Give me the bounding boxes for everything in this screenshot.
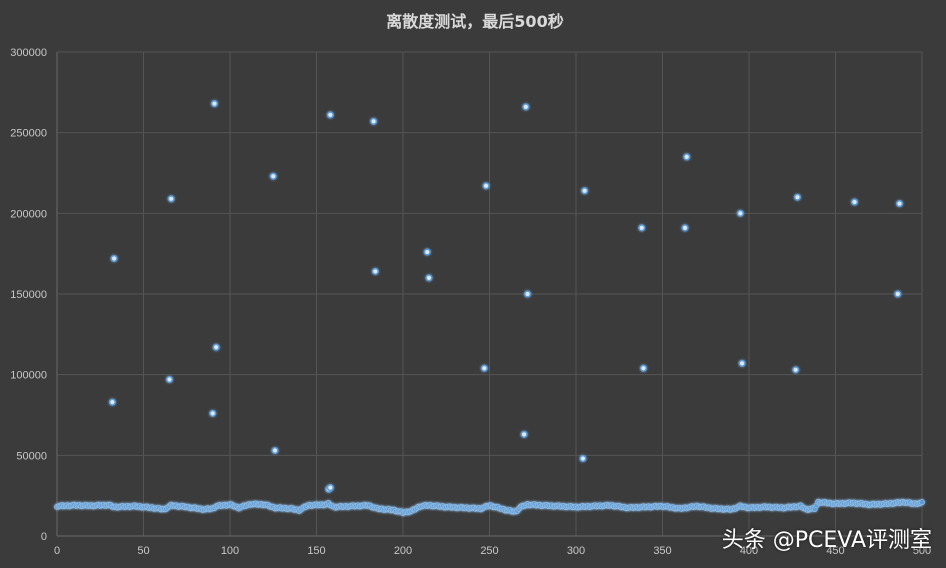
outlier-point	[896, 200, 904, 208]
outlier-point	[371, 267, 379, 275]
outlier-point	[212, 343, 220, 351]
x-tick-label: 450	[826, 545, 844, 557]
outlier-point	[480, 364, 488, 372]
outlier-point	[482, 182, 490, 190]
outlier-point	[423, 248, 431, 256]
outlier-point	[269, 172, 277, 180]
outlier-point	[210, 100, 218, 108]
outlier-point	[522, 103, 530, 111]
outlier-point	[638, 224, 646, 232]
x-tick-label: 350	[653, 545, 671, 557]
axes: 0 50000 100000 150000 200000 250000 300000 0 50 1…	[10, 47, 931, 557]
outlier-series	[108, 100, 904, 493]
outlier-point	[639, 364, 647, 372]
data-point	[919, 499, 925, 506]
y-tick-label: 50000	[16, 450, 47, 462]
outlier-point	[738, 359, 746, 367]
outlier-point	[209, 409, 217, 417]
x-tick-label: 300	[567, 545, 585, 557]
y-tick-label: 200000	[10, 208, 47, 220]
outlier-point	[792, 366, 800, 374]
x-tick-label: 500	[913, 545, 931, 557]
y-tick-label: 250000	[10, 128, 47, 140]
x-tick-label: 400	[740, 545, 758, 557]
outlier-point	[524, 290, 532, 298]
outlier-point	[370, 117, 378, 125]
outlier-point	[326, 111, 334, 119]
outlier-point	[326, 484, 334, 492]
x-tick-label: 250	[480, 545, 498, 557]
outlier-point	[165, 376, 173, 384]
outlier-point	[110, 255, 118, 263]
y-tick-label: 150000	[10, 289, 47, 301]
x-tick-label: 0	[54, 545, 60, 557]
outlier-point	[108, 398, 116, 406]
outlier-point	[579, 455, 587, 463]
outlier-point	[167, 195, 175, 203]
x-tick-label: 150	[307, 545, 325, 557]
watermark-text: 头条 @PCEVA评测室	[721, 528, 932, 553]
x-tick-label: 50	[137, 545, 149, 557]
y-tick-label: 0	[41, 531, 47, 543]
x-tick-label: 100	[221, 545, 239, 557]
x-tick-label: 200	[394, 545, 412, 557]
y-tick-label: 300000	[10, 47, 47, 59]
grid-lines	[57, 51, 923, 536]
outlier-point	[683, 153, 691, 161]
outlier-point	[271, 446, 279, 454]
outlier-point	[681, 224, 689, 232]
outlier-point	[736, 209, 744, 217]
outlier-point	[793, 193, 801, 201]
outlier-point	[581, 187, 589, 195]
outlier-point	[520, 430, 528, 438]
chart-title: 离散度测试，最后500秒	[386, 12, 563, 31]
outlier-point	[425, 274, 433, 282]
baseline-series	[54, 498, 925, 516]
y-tick-label: 100000	[10, 370, 47, 382]
outlier-point	[851, 198, 859, 206]
outlier-point	[894, 290, 902, 298]
